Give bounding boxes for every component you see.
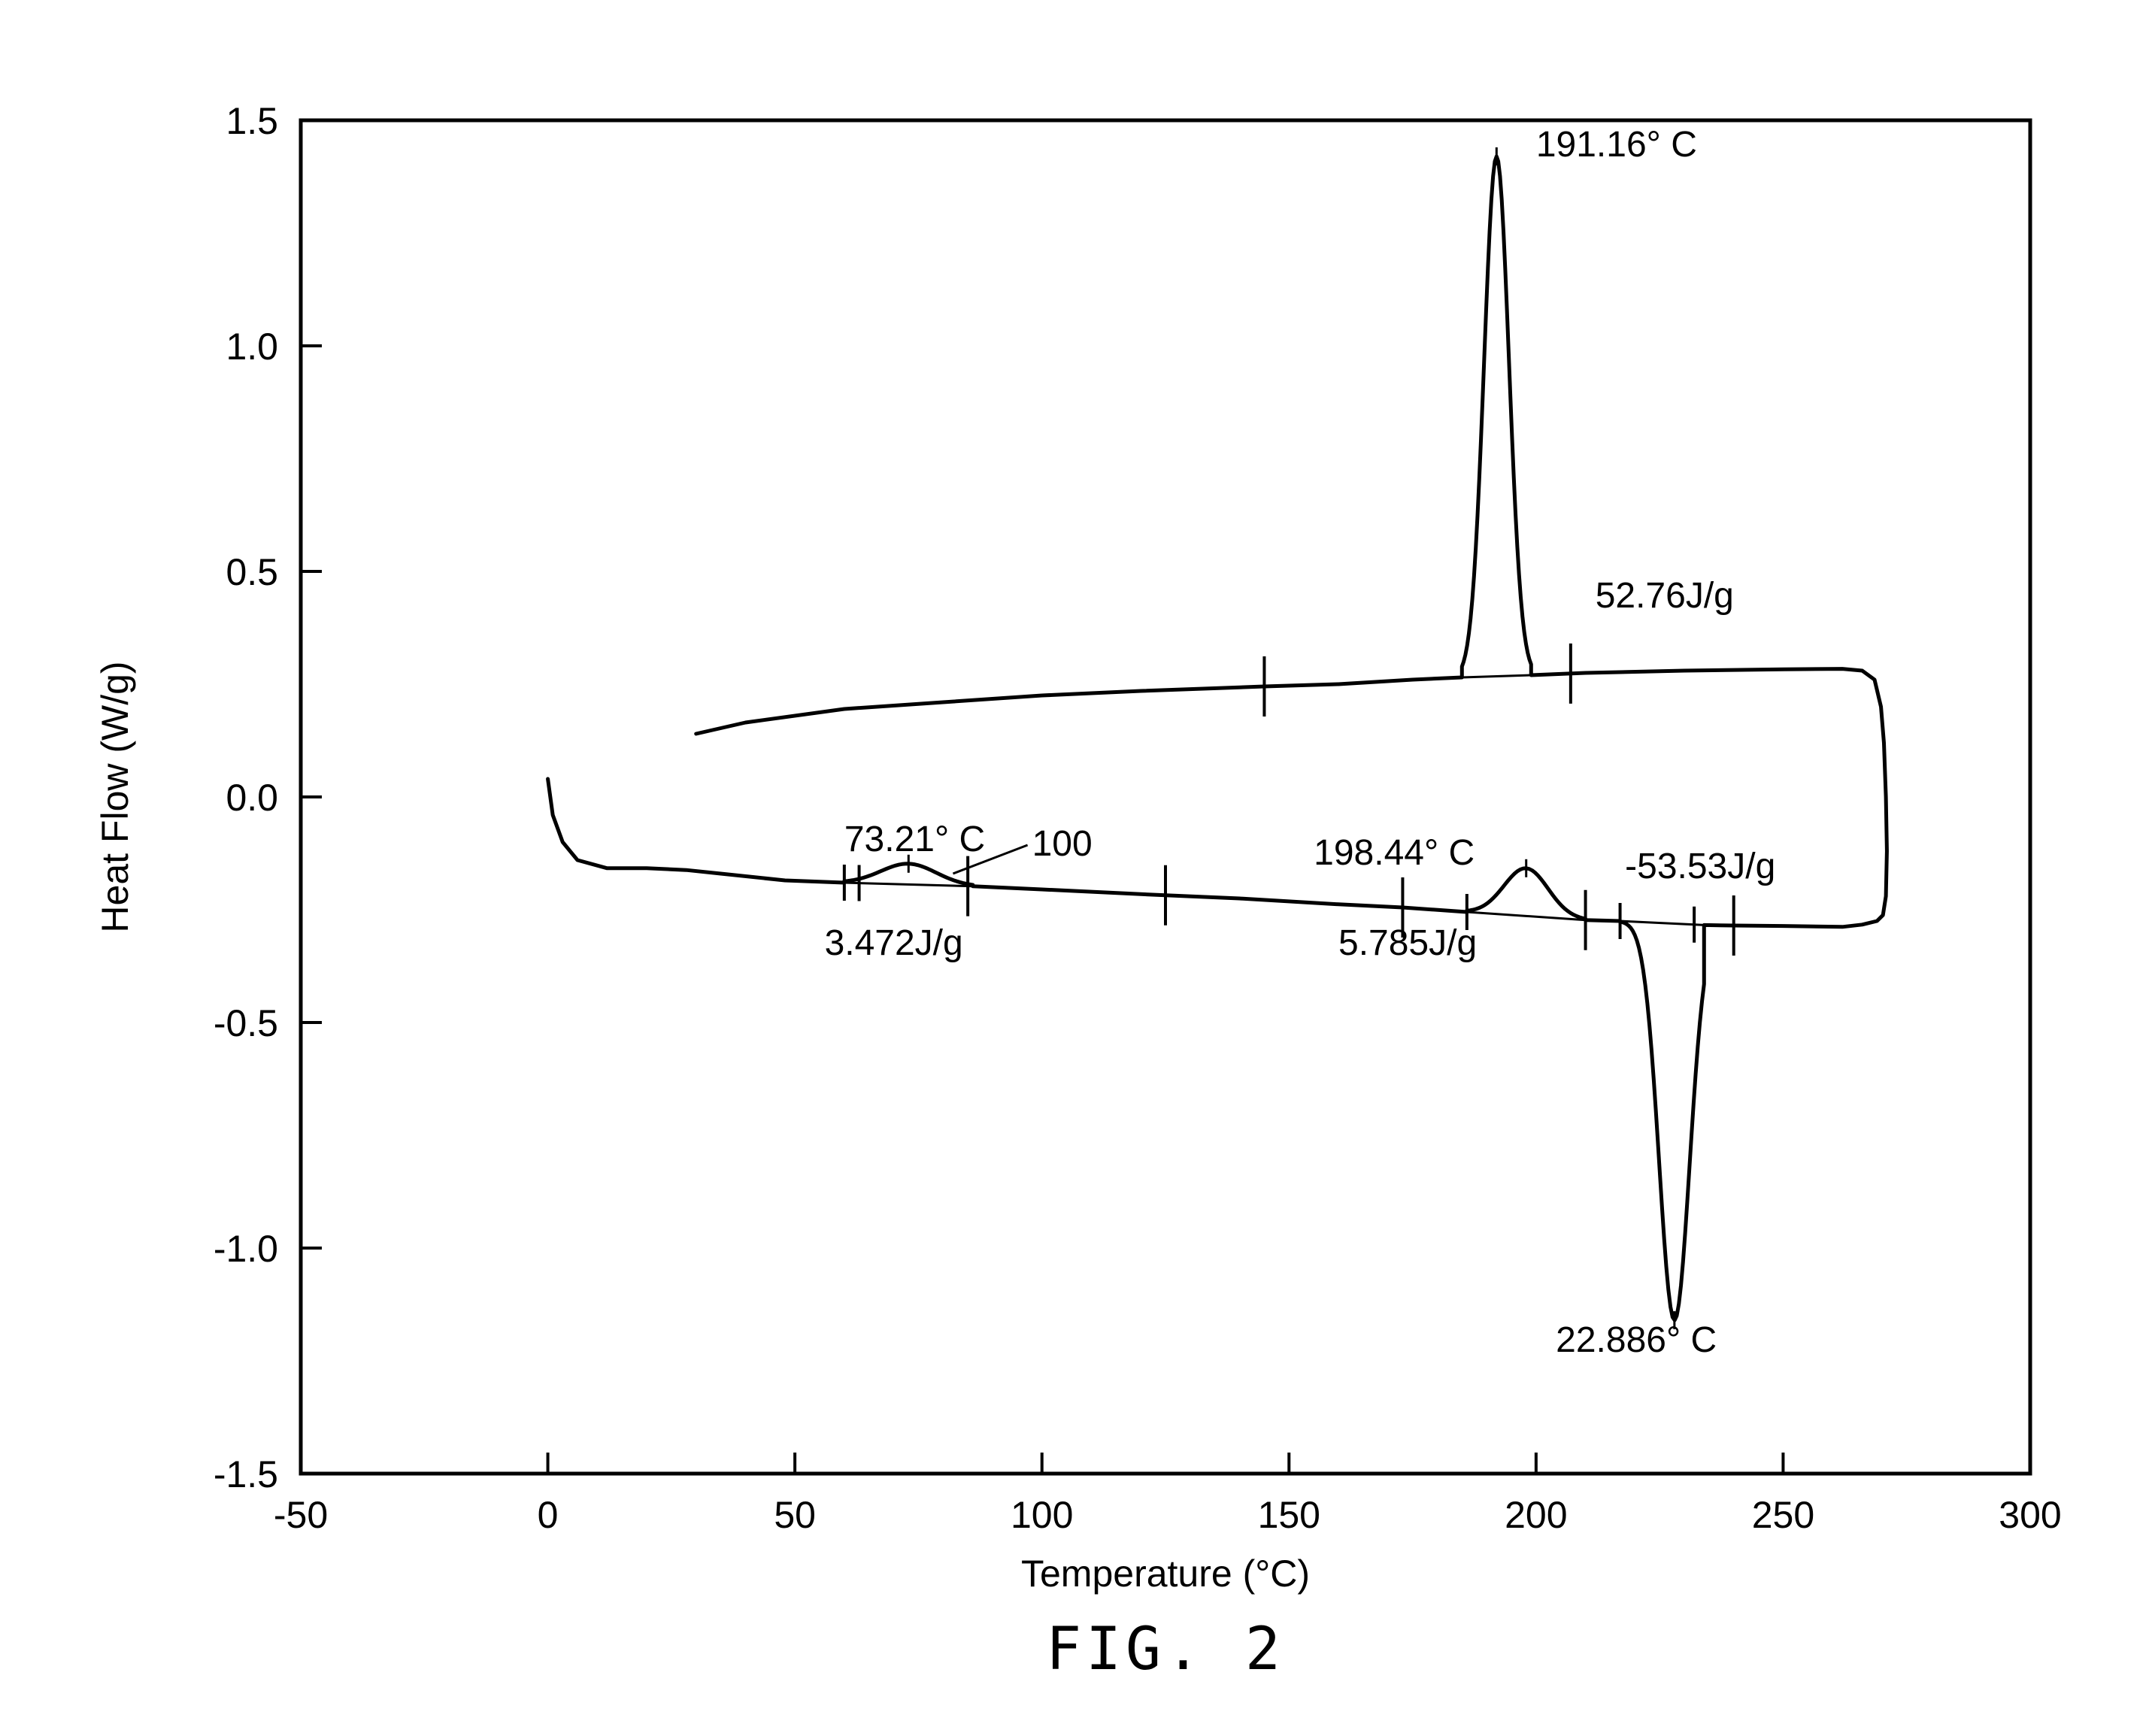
y-tick-label: 1.5 — [226, 100, 278, 142]
x-tick-label: 200 — [1505, 1494, 1567, 1536]
x-tick-label: 100 — [1011, 1494, 1073, 1536]
annotation-label: 191.16° C — [1536, 125, 1697, 165]
chart-container: -50 0 50 100 150 200 250 300 -1.5 -1.0 -0.5 0.0 0.5 1… — [0, 0, 2152, 1736]
plot-border — [301, 120, 2030, 1474]
y-tick-label: 1.0 — [226, 326, 278, 368]
dsc-chart: -50 0 50 100 150 200 250 300 -1.5 -1.0 -0.5 0.0 0.5 1… — [0, 0, 2152, 1736]
x-tick-label: 0 — [538, 1494, 559, 1536]
x-tick-label: 250 — [1752, 1494, 1814, 1536]
figure-label: FIG. 2 — [1046, 1616, 1285, 1683]
annotation-label: 22.886° C — [1556, 1320, 1717, 1360]
annotation-label: 5.785J/g — [1338, 923, 1477, 963]
annotation-label: 3.472J/g — [825, 923, 963, 963]
x-axis-label: Temperature (°C) — [1021, 1553, 1310, 1595]
x-tick-label: 300 — [1999, 1494, 2061, 1536]
baseline-chord — [1462, 675, 1531, 677]
annotation-label: 73.21° C — [844, 820, 985, 859]
dsc-curve — [548, 156, 1887, 1320]
x-tick-label: 150 — [1258, 1494, 1320, 1536]
x-tick-label: 50 — [774, 1494, 816, 1536]
x-tick-label: -50 — [274, 1494, 328, 1536]
baseline-chord — [844, 883, 973, 886]
y-tick-label: -0.5 — [214, 1002, 278, 1044]
y-tick-label: 0.0 — [226, 777, 278, 819]
annotation-label: -53.53J/g — [1625, 847, 1775, 886]
annotation-label: 198.44° C — [1314, 833, 1475, 873]
y-tick-label: -1.0 — [214, 1228, 278, 1270]
y-axis-label: Heat Flow (W/g) — [94, 661, 136, 932]
annotation-label: 52.76J/g — [1596, 576, 1734, 616]
baseline-chord — [1620, 921, 1705, 925]
annotation-label: 100 — [1032, 824, 1093, 864]
y-tick-label: 0.5 — [226, 551, 278, 593]
y-tick-label: -1.5 — [214, 1453, 278, 1495]
